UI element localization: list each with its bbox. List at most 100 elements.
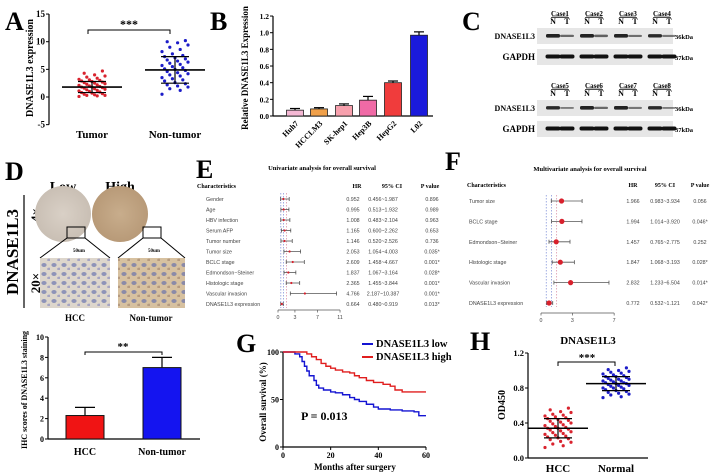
panel-a-point-non-tumor (168, 73, 172, 77)
panel-a-x-label: Non-tumor (149, 129, 202, 141)
panel-d-significance: ** (118, 341, 130, 353)
panel-a-point-non-tumor (176, 41, 180, 45)
case-label: Case7 (619, 82, 637, 90)
panel-h-x-label: HCC (546, 463, 571, 475)
panel-e-x-tick-label: 11 (337, 315, 343, 321)
lane-label-t: T (632, 89, 638, 98)
panel-e-row-hr: 0.664 (346, 302, 359, 308)
panel-a-point-non-tumor (165, 58, 169, 62)
zoom-line (84, 237, 111, 259)
panel-a-point-tumor (93, 93, 97, 97)
panel-e-row-name: Tumor size (206, 250, 232, 256)
panel-a-y-tick-label: 15 (36, 9, 46, 19)
panel-h-point-hcc (569, 430, 573, 434)
panel-e-row-name: Serum AFP (206, 229, 234, 235)
legend-high-label: DNASE1L3 high (376, 352, 452, 363)
panel-a-point-tumor (95, 83, 99, 87)
panel-e-header-ci: 95% CI (382, 184, 403, 190)
panel-h-point-hcc (559, 410, 563, 414)
panel-h-point-hcc (548, 419, 552, 423)
panel-h-point-normal (606, 376, 610, 380)
blot-band-gapdh (627, 54, 643, 59)
panel-a-point-non-tumor (160, 92, 164, 96)
ihc-caption-nontumor: Non-tumor (130, 313, 173, 323)
blot-band-dnase1l3 (594, 34, 608, 38)
panel-label-h: H (470, 327, 490, 356)
zoom-line (39, 237, 68, 259)
panel-e-hr-point (283, 229, 286, 232)
blot-row-label-gapdh: GAPDH (503, 124, 536, 134)
panel-e-row-hr: 1.165 (346, 229, 359, 235)
panel-e-row-hr: 2.365 (346, 281, 359, 287)
panel-e-row-p: 0.989 (425, 208, 438, 214)
panel-a-point-non-tumor (186, 60, 190, 64)
panel-e-row-hr: 2.609 (346, 260, 359, 266)
panel-h-point-hcc (569, 440, 573, 444)
panel-f-row-hr: 1.994 (626, 219, 639, 225)
panel-f-row-name: BCLC stage (469, 219, 498, 225)
panel-f-header-ci: 95% CI (655, 183, 676, 189)
blot-band-gapdh (661, 54, 677, 59)
panel-e-row-p: 0.653 (425, 229, 438, 235)
panel-f-hr-point (559, 218, 565, 224)
panel-e-row-p: 0.001* (424, 260, 439, 266)
panel-h-point-normal (624, 366, 629, 370)
panel-a-point-non-tumor (183, 57, 187, 61)
panel-e-row-name: Age (206, 208, 215, 214)
panel-h-x-label: Normal (598, 463, 634, 475)
panel-f-row-hr: 1.457 (626, 240, 639, 246)
panel-e-row-hr: 0.952 (346, 197, 359, 203)
blot-band-gapdh (613, 54, 629, 59)
panel-f-row-hr: 1.966 (626, 199, 639, 205)
panel-a-point-non-tumor (170, 77, 174, 81)
panel-e-row-hr: 1.146 (346, 239, 359, 245)
panel-a-y-tick-label: -5 (38, 120, 46, 130)
panel-e-hr-point (290, 281, 293, 285)
panel-h-point-hcc (561, 413, 565, 417)
panel-h-significance-bracket (557, 361, 616, 366)
panel-a-point-tumor (77, 77, 81, 81)
panel-b-x-label: SK-hep1 (322, 119, 349, 146)
panel-a-point-non-tumor (178, 62, 182, 66)
blot-band-gapdh (593, 126, 609, 131)
panel-f-row-hr: 1.847 (626, 260, 639, 266)
panel-g-xlabel: Months after surgery (314, 462, 396, 472)
panel-d-bar-non-tumor (142, 367, 182, 440)
panel-f-hr-point (546, 300, 552, 306)
blot-band-dnase1l3 (594, 106, 608, 110)
blot-band-gapdh (661, 126, 677, 131)
panel-f-header-p: P value (691, 183, 710, 189)
panel-a-point-non-tumor (168, 87, 172, 91)
panel-h-point-normal (627, 369, 631, 373)
panel-e-row-ci: 1.067~3.164 (368, 271, 398, 277)
panel-f-row-name: Vascular invasion (469, 281, 510, 287)
panel-a-point-non-tumor (160, 50, 164, 54)
panel-h-point-normal (622, 387, 626, 391)
panel-label-e: E (196, 155, 213, 184)
ihc-20x-low-image (40, 258, 110, 308)
panel-e-row-name: HBV infection (206, 218, 238, 224)
panel-a-significance-bracket (87, 29, 171, 34)
panel-f-header-characteristics: Characteristics (467, 183, 507, 189)
panel-e-row-ci: 0.513~1.932 (368, 208, 398, 214)
panel-h-point-hcc (561, 423, 565, 427)
panel-a-point-tumor (95, 76, 99, 80)
legend-low-label: DNASE1L3 low (376, 339, 448, 350)
panel-d-x-label: HCC (74, 447, 96, 458)
panel-label-a: A (5, 7, 24, 36)
panel-b-x-label: HepG2 (375, 119, 399, 143)
blot-band-dnase1l3 (546, 34, 560, 38)
blot-band-gapdh (627, 126, 643, 131)
panel-e-header-hr: HR (353, 184, 363, 190)
panel-h-point-normal (606, 368, 610, 372)
panel-a-point-tumor (77, 83, 81, 87)
panel-h-point-hcc (553, 433, 558, 437)
panel-e-row-ci: 2.187~10.387 (367, 292, 400, 298)
panel-f-row-name: Tumor size (469, 199, 495, 205)
panel-h-point-hcc (551, 422, 555, 426)
lane-label-t: T (598, 17, 604, 26)
panel-a-point-tumor (85, 75, 89, 79)
panel-a-point-tumor (103, 87, 107, 91)
ihc-20x-high-image (118, 258, 185, 308)
